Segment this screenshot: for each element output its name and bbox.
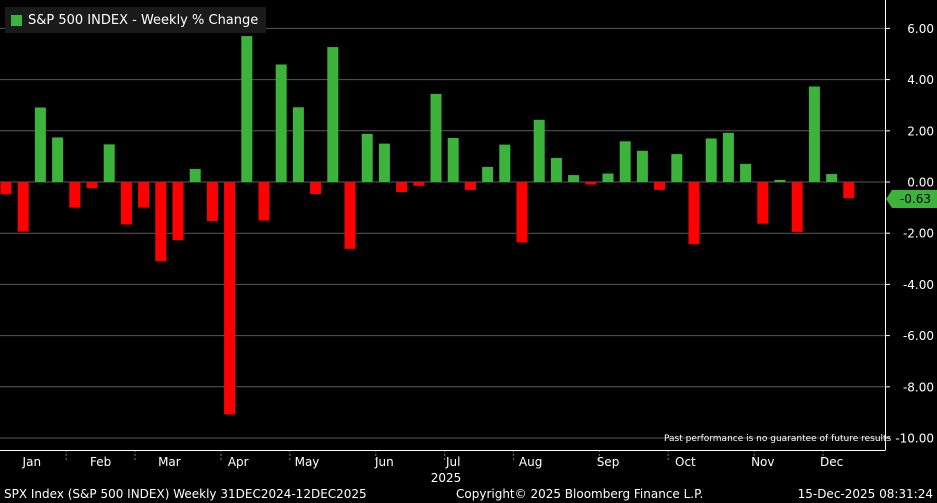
bar-week-14: [224, 182, 236, 415]
x-tick-label-may: May: [295, 455, 320, 469]
bar-week-44: [740, 163, 752, 182]
bar-week-16: [258, 182, 270, 221]
footer-timestamp: 15-Dec-2025 08:31:24: [797, 487, 933, 501]
bar-week-33: [550, 157, 562, 182]
x-tick-label-jan: Jan: [22, 455, 42, 469]
y-tick-label-7: -8.00: [903, 380, 934, 394]
last-value-tag-shape: [886, 190, 937, 208]
bar-week-35: [585, 182, 597, 185]
bar-week-42: [705, 138, 717, 182]
legend-label: S&P 500 INDEX - Weekly % Change: [28, 12, 259, 28]
bar-week-36: [602, 173, 614, 182]
x-year-label: 2025: [431, 471, 462, 485]
footer-security-info: SPX Index (S&P 500 INDEX) Weekly 31DEC20…: [4, 487, 367, 501]
bar-week-38: [636, 150, 648, 182]
bar-week-19: [310, 182, 322, 195]
y-tick-label-0: 6.00: [907, 22, 934, 36]
x-tick-label-mar: Mar: [158, 455, 181, 469]
x-tick-label-nov: Nov: [751, 455, 774, 469]
bar-week-15: [241, 36, 253, 182]
footer-copyright: Copyright© 2025 Bloomberg Finance L.P.: [456, 487, 704, 501]
bar-week-46: [774, 179, 786, 182]
x-tick-label-jun: Jun: [374, 455, 394, 469]
y-tick-label-1: 4.00: [907, 73, 934, 87]
bar-week-5: [69, 182, 81, 208]
x-tick-labels: Jan Feb Mar Apr May Jun Jul Aug Sep Oct Nov Dec 2025: [22, 455, 844, 485]
bar-week-9: [138, 182, 150, 208]
legend-swatch: [11, 14, 22, 26]
bar-week-31: [516, 182, 528, 243]
bar-week-48: [808, 86, 820, 182]
bar-week-20: [327, 47, 339, 183]
bar-week-25: [413, 182, 425, 186]
bar-week-23: [378, 143, 390, 182]
y-tick-label-3: 0.00: [907, 176, 934, 190]
x-tick-label-oct: Oct: [675, 455, 696, 469]
bar-week-45: [757, 182, 769, 224]
y-tick-label-6: -6.00: [903, 329, 934, 343]
bar-week-1: [0, 182, 12, 195]
bar-week-22: [361, 133, 373, 182]
x-tick-label-dec: Dec: [820, 455, 843, 469]
bar-week-29: [482, 166, 494, 182]
bar-week-28: [464, 182, 476, 190]
bar-week-6: [86, 182, 98, 189]
bar-week-7: [103, 144, 115, 182]
bar-week-10: [155, 182, 167, 262]
bar-week-50: [843, 182, 855, 199]
last-value-tag: -0.63: [899, 192, 931, 206]
bar-week-27: [447, 137, 459, 182]
x-tick-label-jul: Jul: [445, 455, 460, 469]
bar-week-4: [52, 137, 64, 182]
y-tick-label-2: 2.00: [907, 124, 934, 138]
bar-week-17: [275, 64, 287, 182]
bar-week-13: [206, 182, 218, 222]
bar-week-37: [619, 141, 631, 182]
bar-week-49: [826, 174, 838, 182]
y-tick-label-4: -2.00: [903, 227, 934, 241]
bar-week-39: [654, 182, 666, 190]
bar-week-30: [499, 144, 511, 182]
bar-week-26: [430, 93, 442, 182]
y-tick-label-8: -10.00: [895, 432, 934, 446]
bar-week-8: [120, 182, 132, 225]
y-tick-label-5: -4.00: [903, 278, 934, 292]
bar-week-3: [34, 107, 46, 182]
bar-week-18: [292, 107, 304, 182]
bar-week-43: [722, 132, 734, 182]
bar-week-21: [344, 182, 356, 249]
x-tick-label-feb: Feb: [90, 455, 111, 469]
disclaimer-text: Past performance is no guarantee of futu…: [664, 434, 892, 444]
bar-week-41: [688, 182, 700, 245]
x-tick-label-apr: Apr: [228, 455, 249, 469]
bar-week-47: [791, 182, 803, 232]
axes: [0, 0, 890, 451]
x-tick-label-sep: Sep: [597, 455, 620, 469]
bar-week-40: [671, 154, 683, 182]
bar-week-34: [568, 175, 580, 182]
bar-week-11: [172, 182, 184, 241]
x-tick-label-aug: Aug: [519, 455, 542, 469]
bar-week-12: [189, 168, 201, 182]
bar-series: [0, 36, 855, 415]
bar-week-2: [17, 182, 29, 232]
bar-week-24: [396, 182, 408, 192]
y-tick-labels: 6.00 4.00 2.00 0.00 -2.00 -4.00 -6.00 -8.00 -10.…: [895, 22, 934, 446]
bar-week-32: [533, 119, 545, 182]
legend: S&P 500 INDEX - Weekly % Change: [5, 7, 267, 33]
